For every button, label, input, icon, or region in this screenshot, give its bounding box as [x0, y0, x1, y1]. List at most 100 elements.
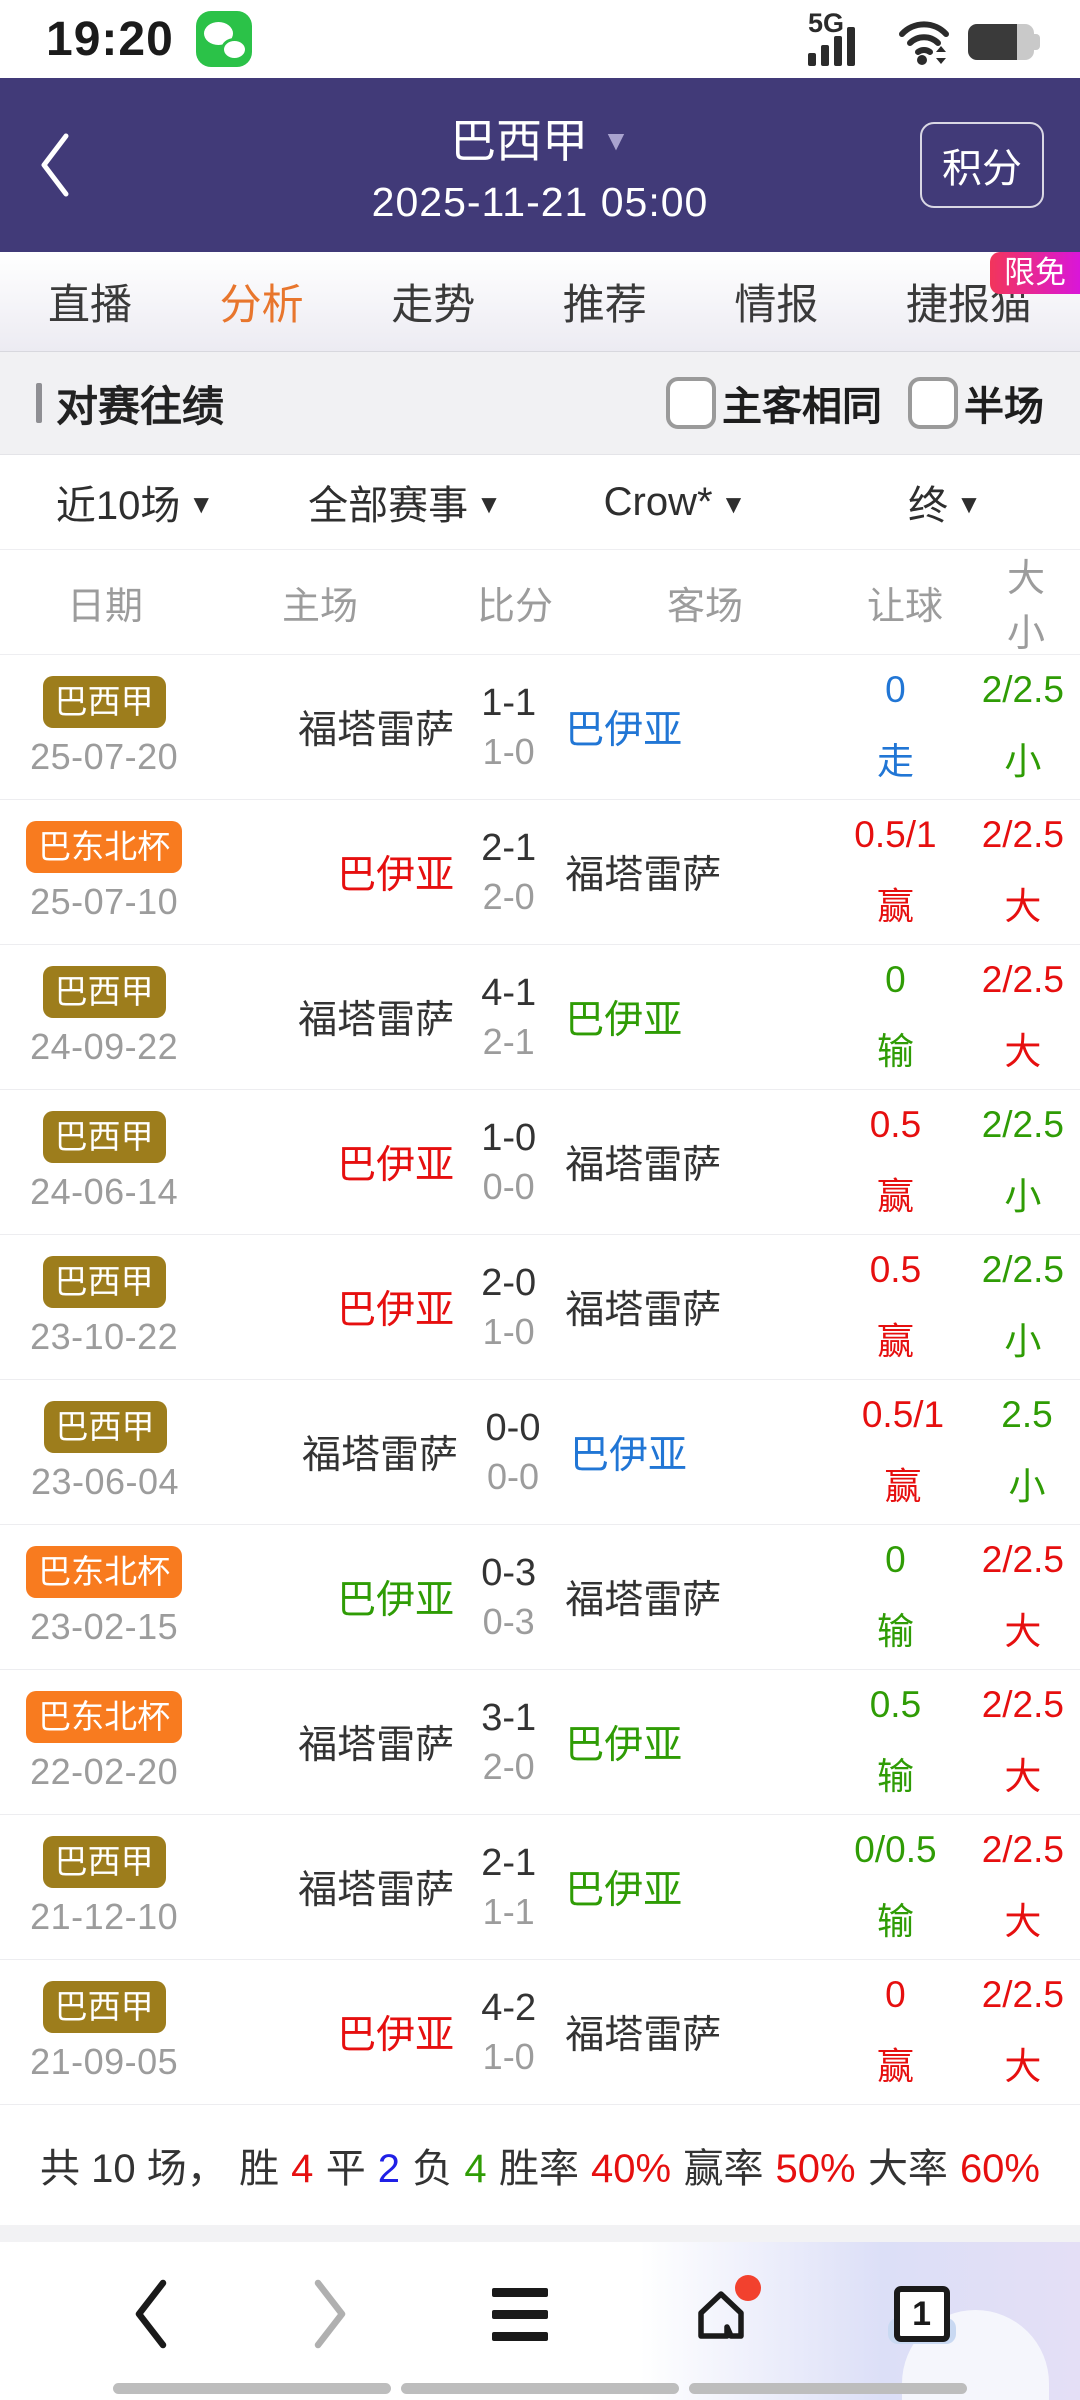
away-team: 巴伊亚 — [565, 999, 683, 1042]
halftime-score: 1-0 — [482, 730, 535, 772]
over-under-line: 2/2.5 — [981, 1539, 1064, 1580]
over-under-result: 大 — [1004, 1611, 1042, 1652]
col-header-away: 客场 — [666, 585, 743, 628]
handicap-result: 赢 — [884, 1466, 922, 1507]
away-team: 福塔雷萨 — [565, 854, 722, 897]
away-team: 福塔雷萨 — [565, 2014, 722, 2057]
same-home-away-filter[interactable]: 主客相同 — [666, 374, 882, 432]
fulltime-score: 2-0 — [481, 1261, 537, 1304]
over-under-line: 2/2.5 — [981, 1249, 1064, 1290]
col-header-home: 主场 — [281, 585, 358, 628]
col-header-over-under: 大小 — [1006, 558, 1045, 655]
wechat-notification-icon — [195, 11, 252, 67]
away-team: 巴伊亚 — [565, 1869, 683, 1912]
same-home-away-label[interactable]: 主客相同 — [722, 385, 882, 429]
summary-losses-value: 4 — [464, 2147, 487, 2191]
match-row[interactable]: 巴西甲 21-09-05 巴伊亚 4-2 1-0 福塔雷萨 0 赢 2/2.5 大 — [0, 1960, 1080, 2105]
tab-analysis[interactable]: 分析 — [219, 281, 304, 328]
summary-over-rate-label: 大率 — [867, 2147, 948, 2191]
chevron-down-icon: ▼ — [602, 124, 630, 156]
halftime-score: 2-1 — [482, 1020, 535, 1062]
col-header-date: 日期 — [66, 585, 143, 628]
handicap-result: 输 — [876, 1611, 914, 1652]
back-button[interactable] — [36, 130, 96, 200]
summary-draws-value: 2 — [377, 2147, 400, 2191]
handicap-line: 0.5/1 — [861, 1394, 945, 1435]
match-row[interactable]: 巴西甲 25-07-20 福塔雷萨 1-1 1-0 巴伊亚 0 走 2/2.5 小 — [0, 655, 1080, 800]
match-row[interactable]: 巴西甲 24-09-22 福塔雷萨 4-1 2-1 巴伊亚 0 输 2/2.5 大 — [0, 945, 1080, 1090]
over-under-line: 2/2.5 — [981, 669, 1064, 710]
nav-tabs-button[interactable]: 1 — [887, 2286, 956, 2344]
nav-menu-button[interactable] — [491, 2287, 548, 2341]
handicap-line: 0.5 — [869, 1104, 922, 1145]
league-badge: 巴西甲 — [43, 1401, 167, 1453]
chevron-left-icon — [136, 2279, 167, 2349]
halftime-score: 2-0 — [482, 1745, 535, 1787]
over-under-line: 2.5 — [1001, 1394, 1053, 1435]
match-date: 23-02-15 — [30, 1605, 179, 1647]
filter-recent-matches[interactable]: 近10场 ▼ — [55, 484, 215, 528]
summary-wins-value: 4 — [291, 2147, 314, 2191]
tab-intel[interactable]: 情报 — [734, 281, 819, 328]
nav-forward-button[interactable] — [311, 2276, 351, 2352]
nav-home-button[interactable] — [689, 2274, 761, 2346]
over-under-result: 大 — [1004, 1901, 1042, 1942]
tab-recommend[interactable]: 推荐 — [562, 281, 647, 328]
tab-trend[interactable]: 走势 — [391, 281, 476, 328]
match-datetime: 2025-11-21 05:00 — [371, 178, 709, 225]
half-time-label[interactable]: 半场 — [964, 385, 1044, 429]
summary-wins-label: 胜 — [239, 2147, 280, 2191]
match-date: 24-09-22 — [30, 1025, 179, 1067]
league-badge: 巴西甲 — [42, 1836, 166, 1888]
league-badge: 巴东北杯 — [26, 821, 183, 873]
summary-over-rate-value: 60% — [959, 2147, 1040, 2191]
match-row[interactable]: 巴西甲 23-06-04 福塔雷萨 0-0 0-0 巴伊亚 0.5/1 赢 2.5 小 — [0, 1380, 1080, 1525]
halftime-score: 0-0 — [486, 1455, 540, 1497]
clock: 19:20 — [46, 12, 174, 66]
over-under-result: 小 — [1004, 1176, 1042, 1217]
match-row[interactable]: 巴西甲 24-06-14 巴伊亚 1-0 0-0 福塔雷萨 0.5 赢 2/2.5 小 — [0, 1090, 1080, 1235]
gesture-handle[interactable] — [0, 2383, 1080, 2394]
notification-dot — [734, 2274, 761, 2301]
handicap-result: 赢 — [876, 2046, 914, 2087]
match-date: 23-06-04 — [30, 1460, 180, 1502]
fulltime-score: 4-1 — [481, 971, 537, 1014]
half-time-checkbox[interactable] — [908, 377, 958, 429]
match-row[interactable]: 巴西甲 21-12-10 福塔雷萨 2-1 1-1 巴伊亚 0/0.5 输 2/2.5… — [0, 1815, 1080, 1960]
league-badge: 巴西甲 — [42, 1256, 166, 1308]
league-selector[interactable]: 巴西甲 ▼ — [0, 105, 1080, 171]
handicap-line: 0 — [885, 1974, 906, 2015]
handicap-line: 0 — [885, 669, 906, 710]
handicap-result: 赢 — [876, 886, 914, 927]
match-row[interactable]: 巴东北杯 22-02-20 福塔雷萨 3-1 2-0 巴伊亚 0.5 输 2/2.5 大 — [0, 1670, 1080, 1815]
same-home-away-checkbox[interactable] — [666, 377, 716, 429]
fulltime-score: 2-1 — [481, 1841, 537, 1884]
filter-all-competitions[interactable]: 全部赛事 ▼ — [308, 484, 502, 528]
match-row[interactable]: 巴西甲 23-10-22 巴伊亚 2-0 1-0 福塔雷萨 0.5 赢 2/2.5 小 — [0, 1235, 1080, 1380]
filter-odds-time[interactable]: 终 ▼ — [908, 484, 982, 528]
over-under-result: 大 — [1004, 1031, 1042, 1072]
menu-icon — [491, 2287, 548, 2341]
league-badge: 巴西甲 — [42, 966, 166, 1018]
match-row[interactable]: 巴东北杯 25-07-10 巴伊亚 2-1 2-0 福塔雷萨 0.5/1 赢 2/2.… — [0, 800, 1080, 945]
match-row[interactable]: 巴东北杯 23-02-15 巴伊亚 0-3 0-3 福塔雷萨 0 输 2/2.5 大 — [0, 1525, 1080, 1670]
away-team: 福塔雷萨 — [565, 1289, 722, 1332]
away-team: 福塔雷萨 — [565, 1144, 722, 1187]
tab-live[interactable]: 直播 — [48, 281, 133, 328]
handicap-line: 0/0.5 — [854, 1829, 937, 1870]
handicap-line: 0.5 — [869, 1249, 922, 1290]
handicap-result: 输 — [876, 1756, 914, 1797]
half-time-filter[interactable]: 半场 — [908, 374, 1044, 432]
network-type-label: 5G — [808, 8, 845, 38]
fulltime-score: 4-2 — [481, 1986, 537, 2029]
standings-button[interactable]: 积分 — [920, 122, 1044, 208]
head-to-head-section-header: 对赛往绩 主客相同 半场 — [0, 352, 1080, 455]
nav-back-button[interactable] — [130, 2276, 170, 2352]
bottom-navigation-bar: 1 — [0, 2242, 1080, 2400]
halftime-score: 0-3 — [482, 1600, 535, 1642]
filter-bookmaker[interactable]: Crow* ▼ — [603, 479, 747, 524]
over-under-result: 小 — [1004, 741, 1042, 782]
league-badge: 巴东北杯 — [26, 1691, 183, 1743]
